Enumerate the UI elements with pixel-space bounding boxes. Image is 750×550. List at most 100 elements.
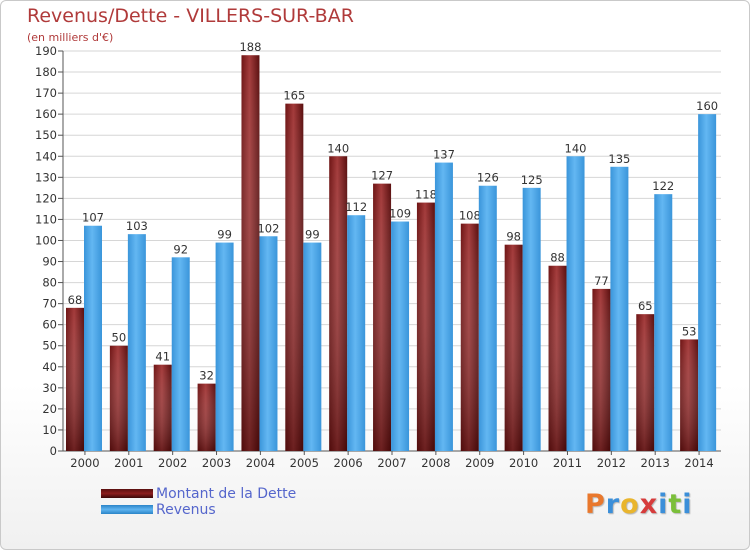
bar-revenus [171,257,190,451]
data-label-revenus: 125 [521,173,543,187]
bar-dette-shade [153,364,172,451]
y-tick-label: 190 [35,44,57,58]
x-tick-label: 2014 [684,456,713,470]
bar-dette-shade [504,244,523,451]
bar-revenus [215,242,234,451]
bar-dette-shade [416,202,435,451]
y-tick-label: 70 [42,297,57,311]
bar-dette-shade [680,339,699,451]
bar-dette-shade [197,383,216,451]
data-label-dette: 140 [327,141,349,155]
data-label-dette: 108 [459,209,481,223]
logo-letter: i [682,489,693,520]
legend-label-dette: Montant de la Dette [156,486,297,502]
y-tick-label: 170 [35,86,57,100]
bar-revenus [347,215,366,451]
y-tick-label: 60 [42,318,57,332]
bar-dette-shade [636,314,655,451]
data-label-dette: 41 [155,350,170,364]
data-label-dette: 127 [371,169,393,183]
bar-dette-shade [66,307,84,451]
data-label-revenus: 99 [305,228,320,242]
bar-dette-shade [592,288,611,451]
bar-revenus [434,162,453,451]
x-tick-label: 2004 [246,456,275,470]
data-label-revenus: 102 [257,221,279,235]
x-tick-label: 2002 [158,456,187,470]
data-label-revenus: 112 [345,200,367,214]
y-tick-label: 180 [35,65,57,79]
data-label-dette: 188 [239,40,261,54]
logo-letter: P [585,489,606,520]
bar-revenus [259,236,278,451]
bar-revenus [566,156,585,451]
y-tick-label: 100 [35,233,57,247]
y-tick-label: 90 [42,255,57,269]
data-label-dette: 88 [550,251,565,265]
x-tick-label: 2000 [70,456,99,470]
y-tick-label: 10 [42,423,57,437]
data-label-dette: 77 [594,274,609,288]
data-label-dette: 118 [415,188,437,202]
y-tick-label: 50 [42,339,57,353]
data-label-dette: 50 [112,331,127,345]
x-tick-label: 2001 [114,456,143,470]
y-tick-label: 40 [42,360,57,374]
data-label-revenus: 135 [608,152,630,166]
data-label-revenus: 122 [652,179,674,193]
y-tick-label: 160 [35,107,57,121]
logo-letter: x [639,489,659,520]
bar-dette-shade [548,265,567,451]
chart-title: Revenus/Dette - VILLERS-SUR-BAR [27,5,354,27]
y-tick-label: 110 [35,212,57,226]
data-label-revenus: 99 [217,228,232,242]
x-tick-label: 2009 [465,456,494,470]
data-label-revenus: 103 [126,219,148,233]
x-tick-label: 2011 [553,456,582,470]
bar-revenus [478,185,497,451]
y-tick-label: 20 [42,402,57,416]
bar-revenus [654,194,673,451]
bar-revenus [84,225,102,451]
bar-dette-shade [285,103,304,451]
data-label-dette: 32 [199,369,214,383]
data-label-revenus: 126 [477,171,499,185]
y-tick-label: 150 [35,128,57,142]
bar-dette-shade [329,156,348,451]
x-tick-label: 2006 [333,456,362,470]
data-label-dette: 165 [283,89,305,103]
bar-revenus [610,166,629,451]
bar-dette-shade [460,223,479,451]
data-label-revenus: 140 [565,141,587,155]
x-tick-label: 2005 [290,456,319,470]
x-tick-label: 2003 [202,456,231,470]
bar-revenus [698,114,717,451]
legend-label-revenus: Revenus [156,502,216,518]
x-tick-label: 2007 [377,456,406,470]
data-label-dette: 53 [682,324,697,338]
bar-revenus [303,242,322,451]
y-tick-label: 120 [35,191,57,205]
bar-dette-shade [241,55,260,452]
data-label-revenus: 137 [433,148,455,162]
data-label-revenus: 92 [173,242,188,256]
bar-dette-shade [373,183,392,451]
legend-swatch-dette [101,489,153,498]
y-tick-label: 80 [42,276,57,290]
chart-subtitle: (en milliers d'€) [27,31,114,44]
bar-revenus [522,187,541,451]
data-label-revenus: 107 [82,211,104,225]
data-label-dette: 68 [68,293,83,307]
y-tick-label: 0 [50,444,57,458]
x-tick-label: 2013 [641,456,670,470]
y-tick-label: 30 [42,381,57,395]
y-tick-label: 130 [35,170,57,184]
bar-dette-shade [109,345,128,451]
logo-letter: i [658,489,669,520]
logo-letter: t [668,489,683,520]
data-label-revenus: 109 [389,207,411,221]
logo-letter: o [620,489,640,520]
data-label-dette: 98 [506,230,521,244]
